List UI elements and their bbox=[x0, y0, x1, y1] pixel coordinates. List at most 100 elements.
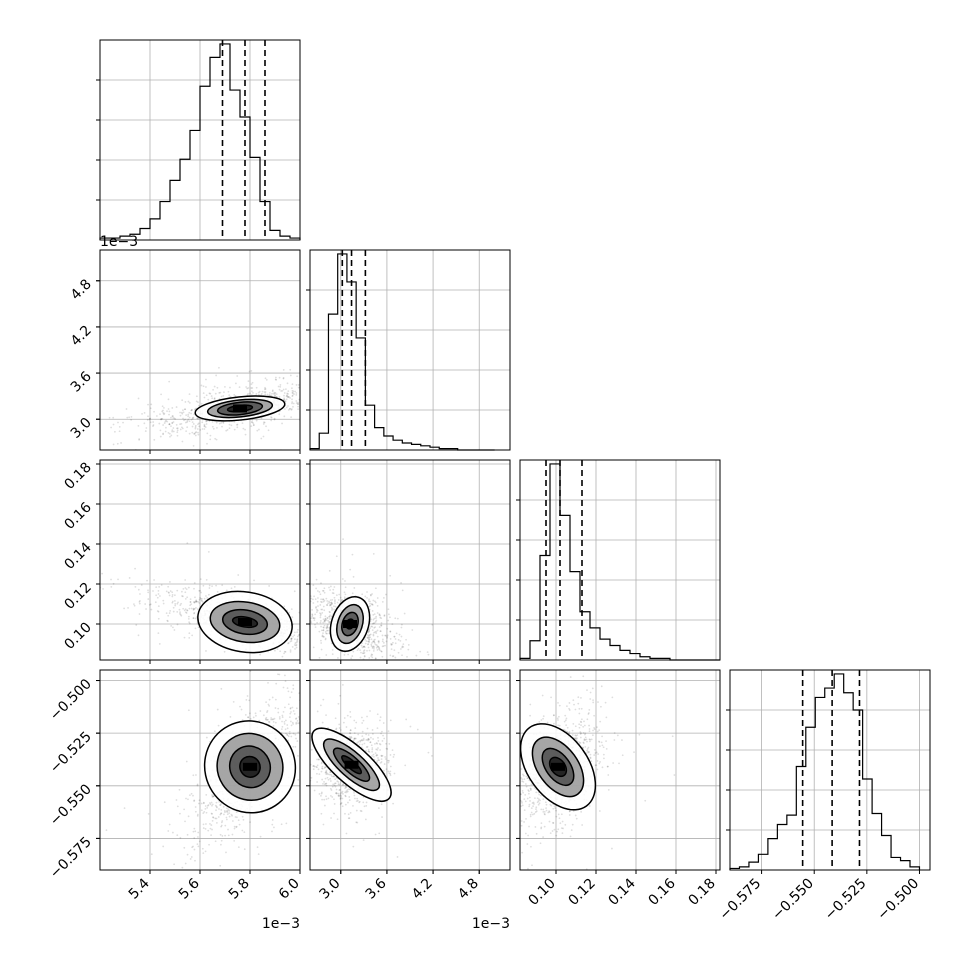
sample-point bbox=[220, 812, 222, 815]
histogram-bin bbox=[758, 854, 767, 870]
sample-point bbox=[208, 843, 210, 846]
sample-point bbox=[376, 635, 379, 638]
sample-point bbox=[193, 799, 196, 802]
sample-point bbox=[200, 591, 202, 594]
sample-point bbox=[337, 783, 340, 786]
sample-point bbox=[186, 609, 189, 611]
sample-point bbox=[247, 716, 250, 719]
sample-point bbox=[159, 595, 161, 597]
sample-point bbox=[317, 768, 320, 771]
sample-point bbox=[171, 593, 174, 596]
sample-point bbox=[333, 596, 336, 599]
sample-point bbox=[322, 782, 324, 785]
sample-point bbox=[294, 390, 297, 393]
sample-point bbox=[294, 733, 297, 736]
sample-point bbox=[196, 843, 199, 846]
sample-point bbox=[324, 618, 327, 620]
sample-point bbox=[290, 691, 293, 694]
sample-point bbox=[322, 823, 325, 826]
sample-point bbox=[288, 611, 291, 614]
sample-point bbox=[395, 667, 397, 669]
histogram-panel bbox=[516, 459, 721, 661]
sample-point bbox=[235, 825, 238, 828]
sample-point bbox=[594, 752, 597, 754]
sample-point bbox=[319, 616, 322, 619]
sample-point bbox=[163, 422, 166, 424]
sample-point bbox=[387, 365, 389, 367]
sample-point bbox=[376, 645, 379, 648]
sample-point bbox=[329, 611, 331, 614]
sample-point bbox=[354, 727, 357, 730]
sample-point bbox=[557, 828, 560, 831]
sample-point bbox=[378, 626, 381, 628]
sample-point bbox=[138, 438, 141, 441]
sample-point bbox=[200, 402, 203, 405]
sample-point bbox=[264, 377, 267, 380]
sample-point bbox=[175, 406, 178, 408]
sample-point bbox=[206, 432, 209, 435]
sample-point bbox=[378, 684, 380, 686]
sample-point bbox=[533, 812, 536, 815]
sample-point bbox=[149, 421, 152, 424]
sample-point bbox=[369, 741, 372, 744]
sample-point bbox=[190, 856, 193, 858]
histogram-panel bbox=[96, 39, 301, 241]
sample-point bbox=[228, 812, 231, 814]
sample-point bbox=[337, 781, 340, 783]
sample-point bbox=[326, 632, 328, 635]
sample-point bbox=[222, 422, 225, 424]
sample-point bbox=[163, 406, 165, 409]
sample-point bbox=[147, 591, 150, 594]
sample-point bbox=[378, 647, 381, 650]
sample-point bbox=[331, 775, 333, 778]
sample-point bbox=[130, 415, 133, 418]
sample-point bbox=[321, 765, 324, 768]
sample-point bbox=[329, 771, 331, 774]
sample-point bbox=[67, 537, 69, 539]
histogram-panel bbox=[306, 249, 511, 451]
sample-point bbox=[327, 619, 329, 622]
sample-point bbox=[171, 421, 174, 424]
sample-point bbox=[563, 720, 566, 723]
sample-point bbox=[172, 427, 175, 429]
sample-point bbox=[292, 405, 294, 408]
sample-point bbox=[401, 654, 403, 657]
sample-point bbox=[347, 653, 350, 656]
sample-point bbox=[176, 429, 179, 432]
sample-point bbox=[167, 591, 170, 594]
sample-point bbox=[307, 773, 309, 775]
sample-point bbox=[374, 742, 376, 745]
sample-point bbox=[327, 642, 329, 644]
sample-point bbox=[372, 618, 375, 621]
sample-point bbox=[333, 784, 336, 787]
sample-point bbox=[383, 737, 386, 740]
sample-point bbox=[282, 388, 285, 391]
sample-point bbox=[349, 716, 352, 718]
sample-point bbox=[376, 612, 379, 614]
sample-point bbox=[303, 739, 305, 741]
sample-point bbox=[367, 637, 370, 640]
sample-point bbox=[188, 621, 190, 623]
sample-point bbox=[176, 611, 179, 613]
sample-point bbox=[247, 392, 249, 395]
sample-point bbox=[325, 389, 327, 391]
sample-point bbox=[556, 830, 558, 833]
sample-point bbox=[395, 632, 398, 635]
sample-point bbox=[167, 408, 170, 410]
pair-panel bbox=[307, 459, 511, 686]
sample-point bbox=[362, 652, 365, 655]
sample-point bbox=[307, 561, 309, 563]
sample-point bbox=[91, 596, 93, 598]
sample-point bbox=[227, 808, 230, 811]
sample-point bbox=[386, 634, 389, 637]
sample-point bbox=[295, 722, 298, 725]
sample-point bbox=[274, 721, 277, 724]
sample-point bbox=[195, 395, 198, 398]
sample-point bbox=[320, 708, 322, 710]
sample-point bbox=[323, 672, 325, 674]
sample-point bbox=[333, 798, 335, 801]
sample-point bbox=[274, 666, 276, 668]
sample-point bbox=[173, 629, 176, 631]
sample-point bbox=[292, 687, 295, 690]
sample-point bbox=[137, 424, 140, 427]
